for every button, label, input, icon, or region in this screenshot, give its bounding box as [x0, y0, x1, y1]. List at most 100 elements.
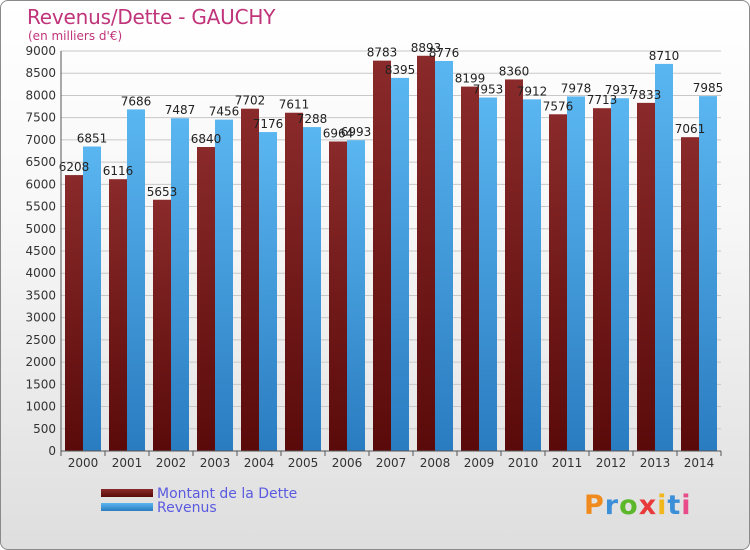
y-tick-label: 1000: [25, 400, 56, 414]
y-tick-label: 9000: [25, 44, 56, 58]
y-tick-label: 8500: [25, 66, 56, 80]
logo-letter: i: [657, 490, 668, 521]
bar-revenus: [523, 99, 541, 451]
x-tick-label: 2000: [68, 456, 99, 470]
bar-dette: [417, 55, 435, 451]
chart-title: Revenus/Dette - GAUCHY: [27, 5, 276, 29]
bar-dette: [65, 175, 83, 452]
value-label-revenus: 7985: [693, 81, 724, 95]
value-label-dette: 7713: [587, 93, 618, 107]
y-tick-label: 500: [33, 422, 56, 436]
y-tick-label: 1500: [25, 377, 56, 391]
y-tick-label: 5500: [25, 200, 56, 214]
y-tick-label: 6500: [25, 155, 56, 169]
value-label-dette: 6208: [59, 160, 90, 174]
bar-revenus: [259, 132, 277, 452]
x-tick-label: 2001: [112, 456, 143, 470]
bar-dette: [197, 147, 215, 451]
chart-subtitle: (en milliers d'€): [28, 29, 123, 43]
y-tick-label: 6000: [25, 177, 56, 191]
legend-label-revenus: Revenus: [157, 500, 217, 516]
bar-revenus: [171, 118, 189, 451]
bar-dette: [549, 114, 567, 452]
value-label-dette: 6840: [191, 132, 222, 146]
bar-revenus: [127, 109, 145, 452]
legend-swatch-dette: [101, 489, 153, 497]
value-label-revenus: 7288: [297, 112, 328, 126]
value-label-dette: 8893: [411, 41, 442, 55]
bar-dette: [681, 137, 699, 451]
bar-dette: [329, 141, 347, 451]
bar-dette: [109, 179, 127, 451]
value-label-dette: 6116: [103, 164, 134, 178]
x-tick-label: 2014: [684, 456, 715, 470]
bar-revenus: [83, 146, 101, 451]
x-tick-label: 2004: [244, 456, 275, 470]
logo-letter: i: [681, 490, 692, 521]
y-tick-label: 4000: [25, 266, 56, 280]
bar-revenus: [611, 98, 629, 451]
bar-revenus: [699, 96, 717, 451]
value-label-dette: 7061: [675, 122, 706, 136]
bar-revenus: [479, 97, 497, 452]
y-tick-label: 2500: [25, 333, 56, 347]
proxiti-logo: Proxiti: [584, 490, 692, 521]
bar-revenus: [435, 60, 453, 451]
axes: 0 500 1000 1500 2000 2500 3000 3500 4000 4500 5000…: [25, 44, 722, 470]
x-tick-label: 2010: [508, 456, 539, 470]
value-label-dette: 7576: [543, 99, 574, 113]
x-tick-label: 2009: [464, 456, 495, 470]
y-tick-label: 7000: [25, 133, 56, 147]
y-tick-label: 4500: [25, 244, 56, 258]
bar-dette: [153, 199, 171, 451]
value-label-revenus: 7487: [165, 103, 196, 117]
logo-letter: o: [619, 490, 639, 521]
x-tick-label: 2008: [420, 456, 451, 470]
bar-revenus: [215, 119, 233, 451]
value-label-dette: 7611: [279, 98, 310, 112]
legend-label-dette: Montant de la Dette: [157, 486, 298, 502]
bar-dette: [285, 112, 303, 451]
bar-revenus: [303, 127, 321, 451]
value-label-dette: 8360: [499, 64, 530, 78]
value-label-revenus: 7978: [561, 81, 592, 95]
x-tick-label: 2002: [156, 456, 187, 470]
y-tick-label: 0: [48, 444, 56, 458]
value-label-revenus: 6993: [341, 125, 372, 139]
value-label-revenus: 8395: [385, 63, 416, 77]
bar-dette: [593, 108, 611, 451]
bar-revenus: [567, 96, 585, 451]
logo-letter: t: [667, 490, 682, 521]
value-label-revenus: 7912: [517, 84, 548, 98]
value-label-dette: 6964: [323, 126, 354, 140]
bar-dette: [461, 86, 479, 451]
logo-letter: P: [584, 490, 605, 521]
x-tick-label: 2006: [332, 456, 363, 470]
y-tick-label: 3000: [25, 311, 56, 325]
value-label-dette: 5653: [147, 185, 178, 199]
logo-letter: r: [604, 490, 620, 521]
bar-dette: [505, 79, 523, 451]
value-label-revenus: 8710: [649, 49, 680, 63]
bar-revenus: [655, 63, 673, 452]
logo-letter: x: [638, 490, 658, 521]
bar-revenus: [347, 140, 365, 451]
value-label-revenus: 6851: [77, 132, 108, 146]
value-label-dette: 7833: [631, 88, 662, 102]
x-tick-label: 2011: [552, 456, 583, 470]
x-tick-label: 2013: [640, 456, 671, 470]
value-label-dette: 8783: [367, 46, 398, 60]
y-tick-label: 7500: [25, 111, 56, 125]
bar-dette: [241, 108, 259, 451]
y-tick-label: 5000: [25, 222, 56, 236]
value-label-revenus: 7176: [253, 117, 284, 131]
bar-dette: [637, 102, 655, 451]
bar-revenus: [391, 77, 409, 451]
value-label-revenus: 7686: [121, 94, 152, 108]
value-label-dette: 8199: [455, 72, 486, 86]
legend-swatch-revenus: [101, 503, 153, 511]
y-tick-label: 8000: [25, 88, 56, 102]
value-label-dette: 7702: [235, 94, 266, 108]
